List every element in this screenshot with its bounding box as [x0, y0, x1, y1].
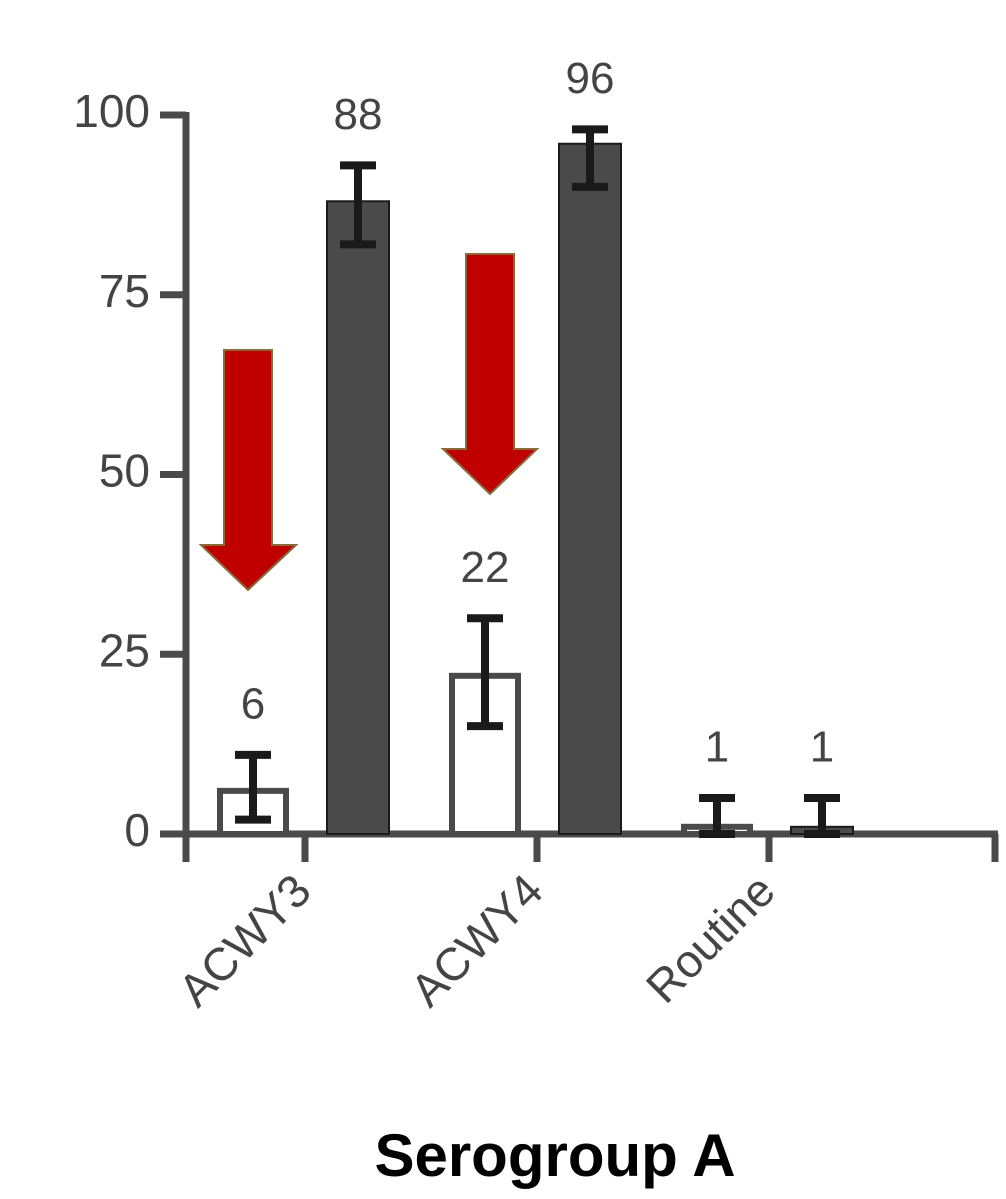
y-tick-label: 75 — [99, 265, 150, 317]
data-label: 22 — [461, 543, 510, 592]
x-tick-label: Routine — [636, 864, 785, 1013]
chart-title: Serogroup A — [374, 1122, 735, 1189]
bar — [558, 142, 622, 835]
data-label: 96 — [566, 54, 615, 103]
down-arrow — [198, 349, 299, 592]
y-tick-label: 100 — [73, 85, 150, 137]
y-tick-label: 0 — [124, 804, 150, 856]
down-arrow — [440, 253, 540, 496]
data-label: 1 — [705, 723, 729, 772]
arrows — [198, 253, 540, 592]
bar — [326, 200, 390, 835]
y-tick-label: 25 — [99, 624, 150, 676]
data-label: 88 — [334, 90, 383, 139]
y-tick-label: 50 — [99, 445, 150, 497]
data-label: 1 — [810, 723, 834, 772]
x-tick-label: ACWY4 — [400, 864, 552, 1016]
x-tick-label: ACWY3 — [168, 864, 320, 1016]
data-label: 6 — [241, 680, 265, 729]
